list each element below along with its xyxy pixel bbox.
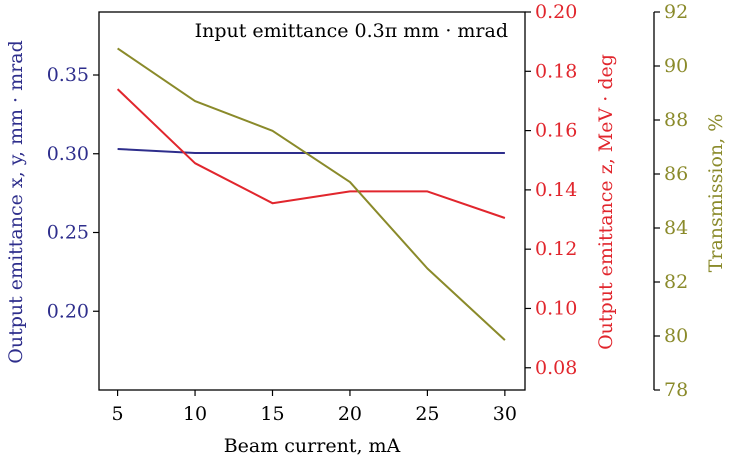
right2-tick-label: 90	[664, 55, 688, 77]
left-tick-label: 0.35	[47, 64, 89, 86]
left-tick-label: 0.25	[47, 222, 89, 244]
x-tick-label: 25	[415, 403, 439, 425]
right1-tick-label: 0.10	[535, 297, 577, 319]
x-axis-label: Beam current, mA	[224, 435, 401, 457]
x-axis-ticks: 5 10 15 20 25 30	[112, 390, 517, 425]
right1-tick-label: 0.16	[535, 120, 577, 142]
right2-tick-label: 92	[664, 1, 688, 23]
right1-tick-label: 0.12	[535, 238, 577, 260]
left-tick-label: 0.30	[47, 143, 89, 165]
right1-tick-label: 0.14	[535, 179, 577, 201]
x-tick-label: 20	[338, 403, 362, 425]
left-axis-ticks: 0.20 0.25 0.30 0.35	[47, 64, 99, 322]
right1-tick-label: 0.20	[535, 1, 577, 23]
right2-tick-label: 84	[664, 217, 688, 239]
series-line-emittance-xy	[117, 148, 505, 154]
right-axis-emittance-z-ticks: 0.08 0.10 0.12 0.14 0.16 0.18 0.20	[525, 1, 577, 379]
right-axis-transmission: 78 80 82 84 86 88 90 92	[653, 1, 688, 401]
x-tick-label: 10	[183, 403, 207, 425]
series-line-transmission	[117, 47, 506, 341]
right2-tick-label: 82	[664, 271, 688, 293]
left-tick-label: 0.20	[47, 300, 89, 322]
x-tick-label: 15	[260, 403, 284, 425]
plot-frame	[98, 11, 526, 391]
right2-tick-label: 86	[664, 163, 688, 185]
series-lines	[116, 47, 506, 341]
right2-tick-label: 80	[664, 325, 688, 347]
right1-tick-label: 0.08	[535, 357, 577, 379]
right-axis-transmission-label: Transmission, %	[705, 114, 727, 273]
right2-tick-label: 88	[664, 109, 688, 131]
left-axis-label: Output emittance x, y, mm · mrad	[5, 40, 27, 363]
right1-tick-label: 0.18	[535, 60, 577, 82]
x-tick-label: 30	[493, 403, 517, 425]
x-tick-label: 5	[112, 403, 124, 425]
right2-tick-label: 78	[664, 379, 688, 401]
right-axis-emittance-z-label: Output emittance z, MeV · deg	[595, 54, 617, 350]
input-emittance-annotation: Input emittance 0.3π mm · mrad	[195, 20, 508, 42]
series-line-emittance-z	[116, 88, 506, 219]
